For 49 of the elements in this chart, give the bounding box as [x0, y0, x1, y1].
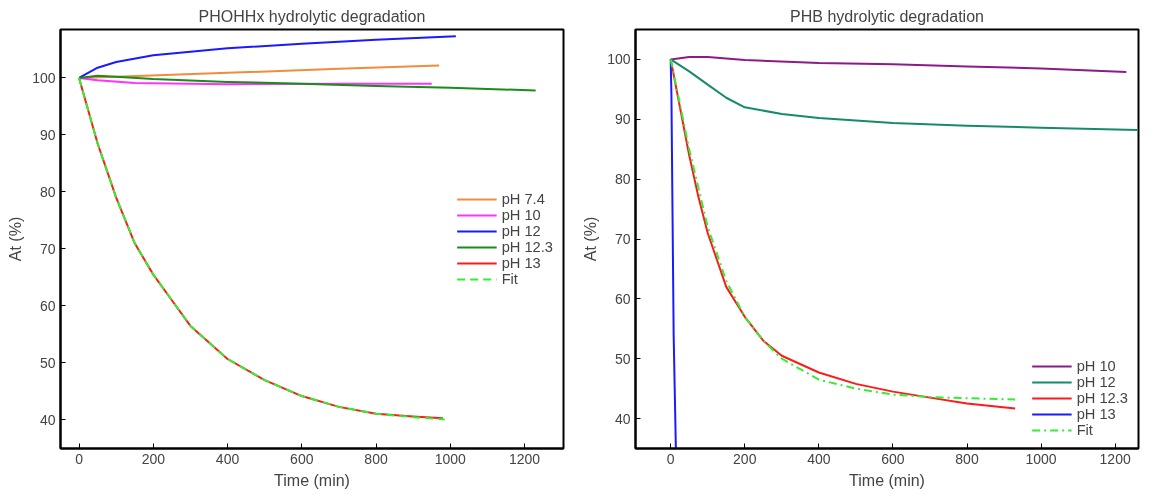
x-axis-title: Time (min) [274, 471, 350, 489]
y-tick-label: 40 [39, 412, 56, 428]
x-tick-label: 1000 [434, 450, 467, 467]
legend-label: pH 13 [1076, 406, 1116, 422]
x-tick-label: 200 [733, 450, 757, 467]
y-tick-label: 80 [39, 183, 56, 200]
x-tick-label: 1200 [1099, 450, 1131, 467]
y-tick-label: 50 [39, 354, 56, 371]
y-tick-label: 60 [614, 290, 631, 307]
legend-label: pH 12 [1076, 374, 1116, 390]
x-tick-label: 1000 [1025, 450, 1057, 467]
legend-label: pH 13 [501, 254, 541, 271]
x-tick-label: 200 [141, 450, 166, 467]
legend-label: Fit [1076, 422, 1094, 438]
x-axis-title: Time (min) [849, 471, 925, 489]
legend-label: pH 10 [1076, 358, 1116, 374]
legend-label: pH 10 [501, 206, 541, 223]
y-tick-label: 70 [39, 240, 56, 257]
line-series [78, 74, 537, 92]
y-tick-label: 80 [614, 171, 631, 188]
legend-label: pH 12 [501, 222, 541, 239]
x-tick-label: 1200 [508, 450, 541, 467]
legend-label: Fit [501, 270, 518, 287]
x-tick-label: 0 [75, 450, 84, 467]
y-tick-label: 70 [614, 231, 631, 247]
y-tick-label: 50 [614, 350, 631, 367]
line-series [78, 35, 457, 79]
chart-title: PHB hydrolytic degradation [790, 7, 984, 25]
legend-label: pH 12.3 [501, 238, 553, 255]
x-tick-label: 800 [955, 450, 979, 467]
y-tick-label: 60 [39, 297, 56, 314]
legend-label: pH 12.3 [1076, 390, 1128, 406]
legend-label: pH 7.4 [501, 190, 545, 207]
y-tick-label: 100 [607, 51, 631, 68]
y-axis-title: At (%) [7, 216, 25, 262]
x-tick-label: 400 [807, 450, 831, 467]
y-tick-label: 90 [614, 111, 631, 128]
line-series [669, 58, 1139, 132]
y-axis-title: At (%) [582, 216, 600, 262]
x-tick-label: 600 [290, 450, 314, 467]
chart-title: PHOHHx hydrolytic degradation [198, 7, 426, 25]
y-tick-label: 40 [614, 410, 631, 427]
y-tick-label: 100 [32, 69, 56, 86]
x-tick-label: 800 [364, 450, 388, 467]
x-tick-label: 600 [881, 450, 905, 467]
y-tick-label: 90 [39, 126, 56, 143]
x-tick-label: 400 [215, 450, 240, 467]
line-series [669, 56, 1128, 73]
x-tick-label: 0 [666, 450, 675, 467]
